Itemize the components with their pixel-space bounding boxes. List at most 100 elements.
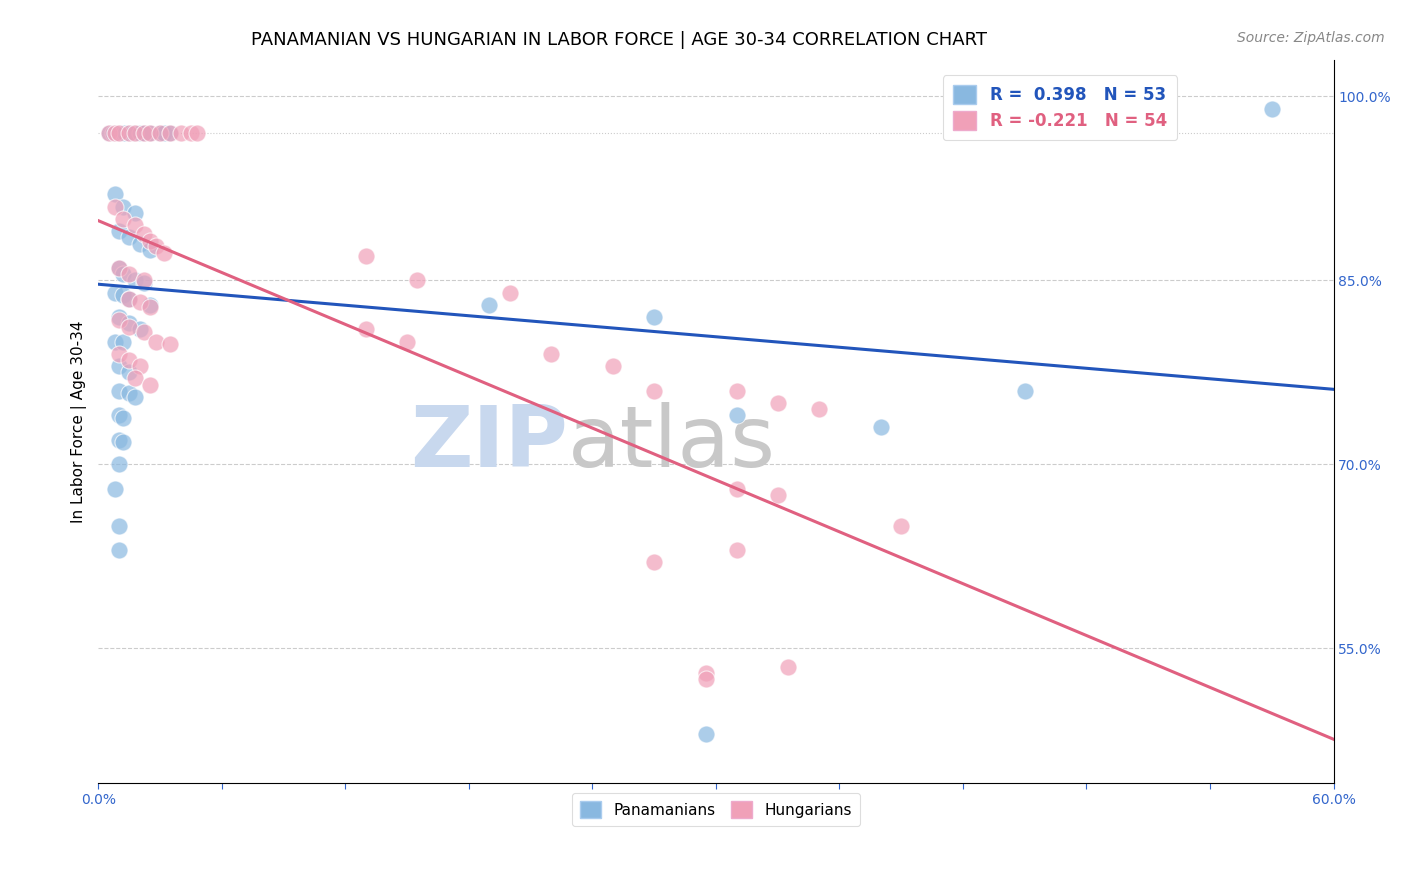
Point (128, 359, 150, 373)
Y-axis label: In Labor Force | Age 30-34: In Labor Force | Age 30-34 (72, 320, 87, 523)
Point (112, 212, 135, 227)
Point (153, 126, 176, 140)
Point (132, 126, 155, 140)
Point (643, 555, 665, 569)
Point (118, 292, 141, 306)
Point (869, 420, 891, 434)
Point (139, 298, 162, 312)
Point (97, 126, 120, 140)
Point (108, 408, 131, 422)
Point (406, 273, 429, 287)
Point (104, 482, 127, 496)
Point (108, 359, 131, 373)
Text: PANAMANIAN VS HUNGARIAN IN LABOR FORCE | AGE 30-34 CORRELATION CHART: PANAMANIAN VS HUNGARIAN IN LABOR FORCE |… (250, 31, 987, 49)
Point (499, 285, 522, 300)
Point (118, 126, 141, 140)
Point (124, 371, 146, 385)
Point (478, 298, 501, 312)
Point (149, 126, 172, 140)
Point (139, 300, 162, 314)
Point (725, 384, 748, 398)
Point (118, 319, 141, 334)
Point (108, 433, 131, 447)
Point (104, 126, 127, 140)
Point (159, 126, 181, 140)
Point (170, 126, 193, 140)
Point (112, 410, 135, 425)
Point (354, 249, 377, 263)
Point (112, 435, 135, 450)
Point (104, 334, 127, 349)
Text: Source: ZipAtlas.com: Source: ZipAtlas.com (1237, 31, 1385, 45)
Point (776, 659, 799, 673)
Point (139, 234, 162, 248)
Point (396, 334, 419, 349)
Point (1261, 102, 1284, 116)
Point (540, 347, 562, 361)
Point (186, 126, 208, 140)
Point (139, 377, 162, 392)
Point (114, 126, 136, 140)
Point (112, 334, 135, 349)
Point (725, 543, 748, 558)
Point (108, 518, 131, 533)
Legend: Panamanians, Hungarians: Panamanians, Hungarians (572, 793, 859, 826)
Point (108, 261, 131, 276)
Point (128, 322, 150, 336)
Point (1014, 384, 1036, 398)
Point (128, 236, 150, 251)
Point (108, 310, 131, 324)
Point (128, 295, 150, 310)
Point (139, 126, 162, 140)
Point (695, 672, 717, 686)
Point (108, 543, 131, 558)
Point (159, 337, 181, 351)
Point (153, 246, 176, 260)
Point (108, 126, 131, 140)
Point (132, 325, 155, 339)
Point (128, 126, 150, 140)
Point (118, 126, 141, 140)
Point (118, 292, 141, 306)
Point (725, 408, 748, 422)
Point (766, 396, 789, 410)
Point (118, 267, 141, 281)
Point (124, 206, 146, 220)
Point (159, 126, 181, 140)
Point (108, 457, 131, 471)
Point (145, 239, 167, 253)
Text: ZIP: ZIP (411, 401, 568, 484)
Point (112, 200, 135, 214)
Point (118, 386, 141, 401)
Point (695, 727, 717, 741)
Point (112, 288, 135, 302)
Point (118, 365, 141, 379)
Point (124, 273, 146, 287)
Point (112, 267, 135, 281)
Point (139, 126, 162, 140)
Point (766, 488, 789, 502)
Point (132, 276, 155, 290)
Point (145, 334, 167, 349)
Point (112, 126, 135, 140)
Point (602, 359, 624, 373)
Point (132, 227, 155, 241)
Point (725, 482, 748, 496)
Text: atlas: atlas (568, 401, 776, 484)
Point (108, 126, 131, 140)
Point (132, 273, 155, 287)
Point (108, 384, 131, 398)
Point (101, 126, 124, 140)
Point (108, 347, 131, 361)
Point (124, 126, 146, 140)
Point (643, 310, 665, 324)
Point (149, 126, 172, 140)
Point (104, 187, 127, 202)
Point (180, 126, 202, 140)
Point (139, 243, 162, 257)
Point (695, 665, 717, 680)
Point (104, 285, 127, 300)
Point (132, 126, 155, 140)
Point (124, 218, 146, 232)
Point (108, 312, 131, 326)
